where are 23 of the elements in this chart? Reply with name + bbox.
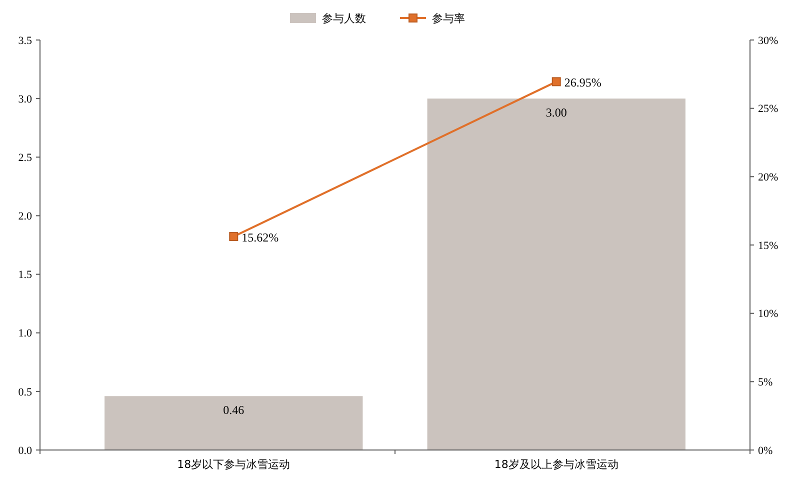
x-tick-label: 18岁以下参与冰雪运动 bbox=[177, 458, 290, 471]
y2-tick-label: 25% bbox=[758, 103, 778, 116]
data-label: 0.46 bbox=[223, 403, 244, 418]
y-tick-label: 2.5 bbox=[18, 152, 32, 164]
y2-tick-label: 30% bbox=[758, 34, 778, 47]
data-label: 26.95% bbox=[564, 76, 602, 90]
y2-tick-label: 0% bbox=[758, 444, 773, 457]
y2-tick-label: 5% bbox=[758, 376, 773, 389]
y-tick-label: 3.5 bbox=[18, 34, 32, 47]
y2-tick-label: 20% bbox=[758, 172, 778, 184]
y-tick-label: 0.5 bbox=[18, 386, 32, 398]
y-tick-label: 0.0 bbox=[18, 444, 32, 457]
legend-label: 参与率 bbox=[432, 12, 465, 25]
y2-tick-label: 15% bbox=[758, 240, 778, 252]
data-label: 15.62% bbox=[242, 230, 279, 245]
y-tick-label: 1.0 bbox=[18, 328, 32, 340]
x-tick-label: 18岁及以上参与冰雪运动 bbox=[494, 458, 618, 471]
y-tick-label: 3.0 bbox=[18, 93, 32, 106]
y-tick-label: 2.0 bbox=[18, 210, 32, 223]
legend-label: 参与人数 bbox=[322, 12, 366, 25]
y-tick-label: 1.5 bbox=[18, 269, 32, 282]
data-label: 3.00 bbox=[546, 106, 567, 120]
y2-tick-label: 10% bbox=[758, 308, 778, 320]
